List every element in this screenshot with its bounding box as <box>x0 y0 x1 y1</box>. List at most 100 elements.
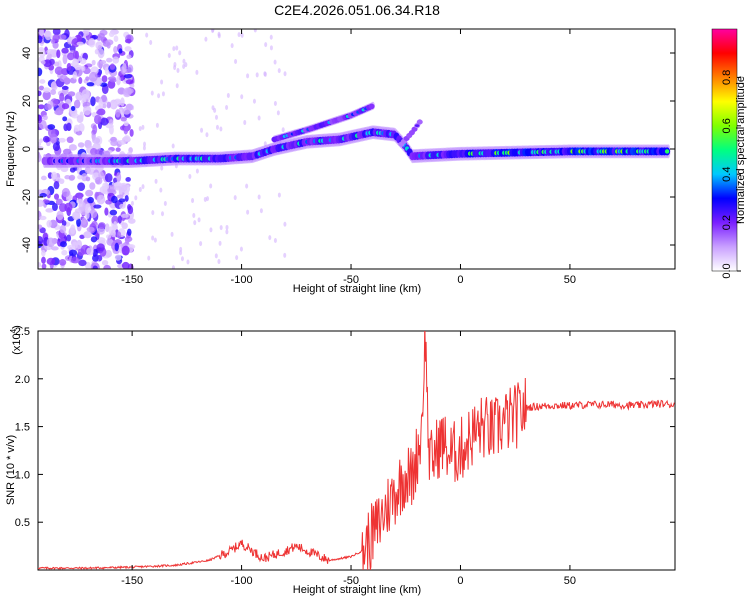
heatmap-cell <box>87 196 94 204</box>
snr-panel: -150 -100 -50 0 50 0.5 1.0 1.5 2.0 2.5 Height of… <box>5 325 676 596</box>
heatmap-cell <box>70 256 80 264</box>
heatmap-cell <box>67 52 75 61</box>
heatmap-cell <box>89 182 96 190</box>
heatmap-cell <box>126 54 132 60</box>
heatmap-cell <box>138 126 142 132</box>
colorbar: 0.0 0.2 0.4 0.6 0.8 Normalized spectral ampl… <box>711 28 747 279</box>
colorbar-tick-label: 0.8 <box>721 70 733 85</box>
heatmap-cell <box>52 142 61 152</box>
heatmap-noise-layer <box>38 29 287 269</box>
heatmap-cell <box>38 261 42 268</box>
heatmap-cell <box>200 127 204 133</box>
heatmap-cell <box>61 103 70 110</box>
heatmap-cell <box>41 60 46 65</box>
heatmap-cell <box>277 68 281 74</box>
spectrogram-x-tick-label: 0 <box>457 274 463 286</box>
heatmap-cell <box>209 227 213 233</box>
heatmap-cell <box>62 116 68 122</box>
heatmap-cell <box>68 174 76 181</box>
heatmap-cell <box>175 45 179 51</box>
colorbar-tick-label: 0.2 <box>721 215 733 230</box>
heatmap-cell <box>71 241 78 250</box>
heatmap-cell <box>44 103 52 111</box>
heatmap-cell <box>94 149 104 155</box>
heatmap-cell <box>234 59 238 65</box>
heatmap-cell <box>192 213 196 219</box>
heatmap-cell <box>283 221 287 227</box>
heatmap-cell <box>54 109 64 116</box>
heatmap-cell <box>167 53 171 59</box>
heatmap-cell <box>283 71 287 77</box>
heatmap-cell <box>225 224 229 230</box>
heatmap-cell <box>69 167 76 173</box>
heatmap-cell <box>237 32 241 38</box>
heatmap-cell <box>38 224 43 230</box>
heatmap-cell <box>109 63 116 70</box>
heatmap-cell <box>90 96 96 107</box>
heatmap-cell <box>240 32 244 38</box>
heatmap-cell <box>104 173 113 183</box>
heatmap-cell <box>94 114 102 125</box>
heatmap-cell <box>98 222 106 230</box>
heatmap-cell <box>113 185 122 191</box>
heatmap-cell <box>66 196 72 202</box>
heatmap-cell <box>38 199 45 207</box>
heatmap-cell <box>100 117 109 126</box>
heatmap-cell <box>157 93 161 99</box>
snr-y-axis-label: SNR (10 * v/v) <box>5 435 17 505</box>
heatmap-cell <box>283 252 287 258</box>
heatmap-cell <box>124 38 132 44</box>
snr-y-tick-label: 1.5 <box>15 422 30 434</box>
snr-y-ticks: 0.5 1.0 1.5 2.0 2.5 <box>15 326 675 529</box>
heatmap-cell <box>126 228 132 236</box>
heatmap-cell <box>101 260 109 266</box>
heatmap-cell <box>123 74 133 79</box>
heatmap-cell <box>76 239 83 250</box>
spectrogram-x-axis-label: Height of straight line (km) <box>293 283 421 295</box>
heatmap-cell <box>66 136 74 144</box>
heatmap-cell <box>131 105 135 111</box>
heatmap-cell <box>127 204 132 211</box>
heatmap-cell <box>263 71 267 77</box>
heatmap-cell <box>61 220 67 227</box>
snr-x-tick-label: -150 <box>121 575 143 587</box>
heatmap-cell <box>85 76 90 81</box>
heatmap-cell <box>39 193 47 198</box>
heatmap-cell <box>176 67 180 73</box>
heatmap-cell <box>120 184 128 192</box>
heatmap-cell <box>84 203 92 214</box>
colorbar-label: Normalized spectral amplitude <box>735 76 747 224</box>
heatmap-cell <box>103 264 111 269</box>
heatmap-cell <box>46 219 52 228</box>
heatmap-cell <box>411 126 418 132</box>
chart-title: C2E4.2026.051.06.34.R18 <box>274 2 440 18</box>
heatmap-cell <box>104 66 110 76</box>
heatmap-cell <box>96 243 105 252</box>
spectrogram-x-ticks: -150 -100 -50 0 50 <box>121 29 576 286</box>
heatmap-cell <box>204 36 208 42</box>
spectrogram-x-tick-label: -100 <box>231 274 253 286</box>
heatmap-cell <box>246 73 250 79</box>
spectrogram-y-tick-label: 0 <box>21 146 33 152</box>
heatmap-cell <box>252 98 256 104</box>
heatmap-cell <box>123 121 129 127</box>
heatmap-cell <box>115 109 121 118</box>
heatmap-cell <box>100 94 107 103</box>
heatmap-cell <box>138 187 142 193</box>
heatmap-cell <box>38 104 45 110</box>
heatmap-cell <box>160 79 164 85</box>
heatmap-cell <box>38 90 42 97</box>
heatmap-cell <box>253 29 257 33</box>
heatmap-cell <box>54 66 64 75</box>
heatmap-cell <box>97 48 105 59</box>
heatmap-cell <box>41 263 47 269</box>
heatmap-cell <box>73 99 81 109</box>
heatmap-cell <box>51 202 58 212</box>
heatmap-cell <box>170 231 174 237</box>
heatmap-cell <box>83 231 92 239</box>
heatmap-cell <box>42 87 51 93</box>
heatmap-cell <box>120 116 127 122</box>
heatmap-cell <box>88 71 98 82</box>
heatmap-cell <box>117 139 126 145</box>
heatmap-cell <box>77 182 86 191</box>
